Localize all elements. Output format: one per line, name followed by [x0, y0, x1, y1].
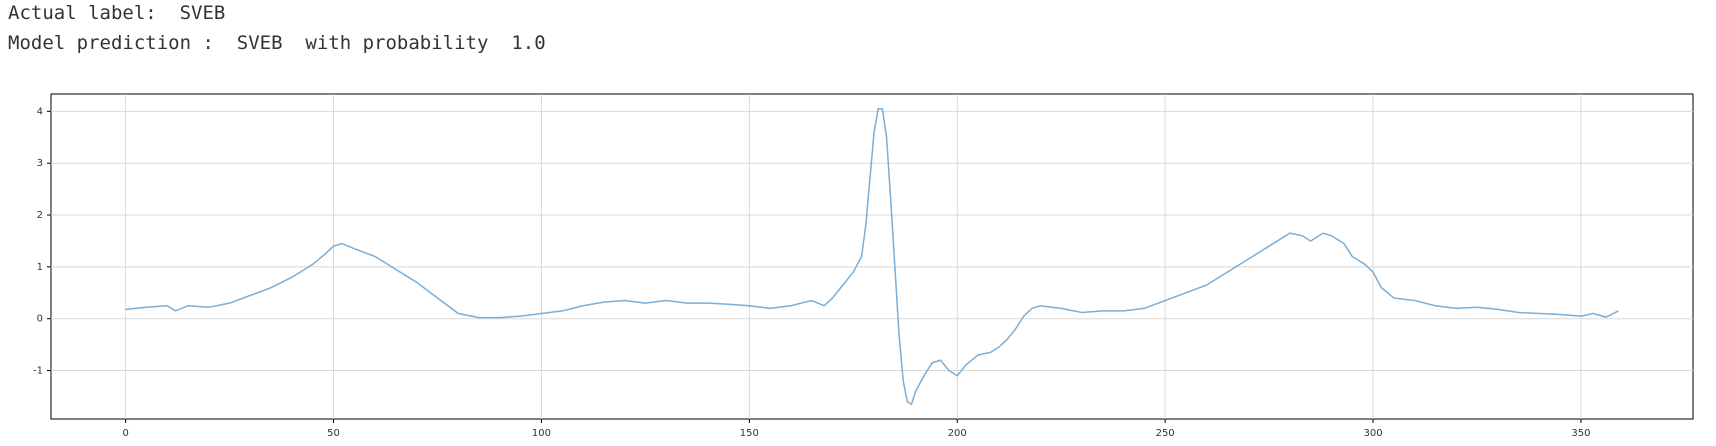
y-tick-label: 1 — [37, 262, 43, 273]
x-tick-label: 50 — [327, 428, 340, 439]
y-tick-label: 2 — [37, 210, 43, 221]
x-tick-label: 250 — [1156, 428, 1175, 439]
x-tick-label: 100 — [532, 428, 551, 439]
x-tick-label: 0 — [122, 428, 128, 439]
prediction: Model prediction : SVEB with probability… — [8, 32, 546, 54]
x-tick-label: 200 — [948, 428, 967, 439]
x-tick-label: 150 — [740, 428, 759, 439]
y-tick-label: 3 — [37, 158, 43, 169]
x-tick-label: 350 — [1571, 428, 1590, 439]
actual-label: Actual label: SVEB — [8, 2, 226, 24]
y-tick-label: -1 — [33, 366, 43, 377]
axes-frame — [50, 93, 1694, 420]
data-line — [125, 108, 1619, 406]
y-tick-label: 4 — [37, 106, 43, 117]
x-tick-label: 300 — [1363, 428, 1382, 439]
y-tick-label: 0 — [37, 314, 43, 325]
